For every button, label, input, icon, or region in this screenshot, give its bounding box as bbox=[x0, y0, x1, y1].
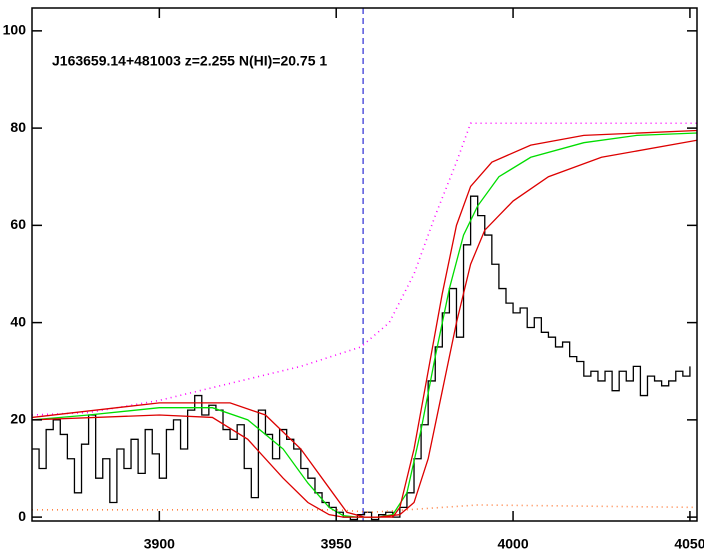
series-line bbox=[32, 504, 697, 514]
x-tick-label: 3900 bbox=[144, 536, 175, 552]
x-tick-label: 4000 bbox=[497, 536, 528, 552]
series-line bbox=[32, 139, 697, 518]
frame bbox=[31, 7, 698, 522]
y-tick-label: 80 bbox=[10, 119, 26, 135]
series-line bbox=[32, 195, 691, 521]
y-tick-label: 0 bbox=[18, 508, 26, 524]
y-tick-label: 100 bbox=[3, 22, 27, 38]
y-tick-label: 60 bbox=[10, 216, 26, 232]
x-tick-label: 4050 bbox=[674, 536, 704, 552]
plot-area bbox=[32, 8, 697, 521]
series-line bbox=[32, 132, 697, 518]
series-line bbox=[32, 122, 697, 416]
y-tick-label: 40 bbox=[10, 313, 26, 329]
x-tick-label: 3950 bbox=[321, 536, 352, 552]
series-line bbox=[32, 129, 697, 518]
annotation: J163659.14+481003 z=2.255 N(HI)=20.75 1 bbox=[52, 53, 327, 69]
y-tick-label: 20 bbox=[10, 411, 26, 427]
